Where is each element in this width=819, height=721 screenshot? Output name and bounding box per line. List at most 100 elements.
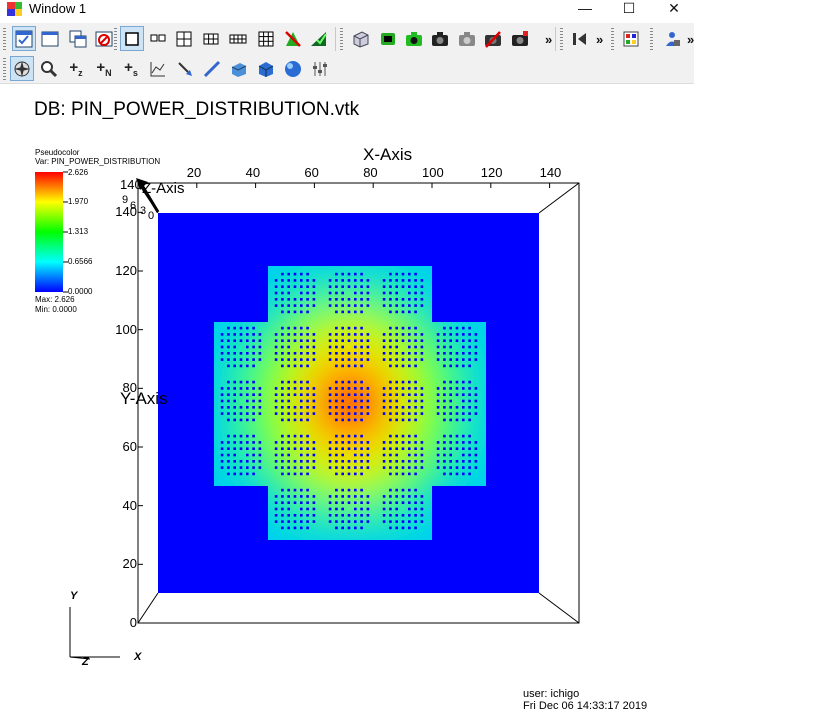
plus-z-button[interactable]: + z — [64, 56, 88, 81]
pick-point-icon — [175, 59, 195, 79]
database-title: DB: PIN_POWER_DISTRIBUTION.vtk — [34, 99, 360, 120]
close-button[interactable]: ✕ — [668, 0, 680, 16]
z-tick-label: 3 — [140, 205, 147, 217]
triad-y-label: Y — [70, 590, 78, 602]
camera-save-icon — [510, 29, 530, 49]
maximize-button[interactable]: ☐ — [622, 0, 636, 16]
line-probe-button[interactable] — [200, 56, 224, 81]
toolbar-grip — [3, 28, 6, 50]
legend-tick-label: 0.6566 — [68, 257, 93, 266]
lock-view-icon — [309, 29, 329, 49]
layout-3x3-icon — [256, 29, 276, 49]
visit-app-icon — [7, 2, 22, 16]
minimize-button[interactable]: — — [578, 0, 592, 16]
layout-1x2-icon — [148, 29, 168, 49]
y-tick-label: 140 — [115, 204, 137, 220]
zoom-magnifier-button[interactable] — [37, 56, 61, 81]
toolbar-grip — [114, 28, 117, 50]
camera-gray-button[interactable] — [455, 26, 479, 51]
lock-view-button[interactable] — [307, 26, 331, 51]
z-tick-label: 0 — [148, 210, 155, 222]
title-bar: Window 1 — ☐ ✕ — [0, 0, 819, 19]
legend-tick-label: 2.626 — [68, 168, 89, 177]
layout-1x2-button[interactable] — [146, 26, 170, 51]
y-tick-label: 60 — [122, 439, 137, 454]
reset-view-3d-button[interactable] — [348, 26, 372, 51]
toolbar-overflow-chevron[interactable]: » — [687, 32, 695, 47]
animation-back-button[interactable] — [568, 26, 592, 51]
legend-tick-label: 1.313 — [68, 227, 89, 236]
camera-green-icon — [404, 29, 424, 49]
layout-2x4-icon — [228, 29, 248, 49]
lineout-button[interactable] — [146, 56, 170, 81]
new-window-button[interactable] — [38, 26, 62, 51]
box-button[interactable] — [254, 56, 278, 81]
plus-z-icon: + z — [69, 58, 83, 78]
plane-icon — [229, 59, 249, 79]
layout-2x3-button[interactable] — [199, 26, 223, 51]
z-tick-label: 6 — [130, 200, 137, 212]
camera-disabled-button[interactable] — [481, 26, 505, 51]
toolbar-grip — [560, 28, 563, 50]
palette-button[interactable] — [619, 26, 643, 51]
y-tick-label: 100 — [115, 321, 137, 337]
x-tick-label: 100 — [422, 165, 444, 180]
plane-button[interactable] — [227, 56, 251, 81]
toolbar-separator — [335, 27, 336, 51]
clone-window-icon — [68, 29, 88, 49]
layout-1x1-icon — [122, 29, 142, 49]
camera-save-button[interactable] — [508, 26, 532, 51]
navigate-compass-icon — [12, 59, 32, 79]
spin-button[interactable] — [281, 26, 305, 51]
toolbar-overflow-chevron[interactable]: » — [596, 32, 604, 47]
layout-1x1-button[interactable] — [120, 26, 144, 51]
reset-view-3d-icon — [350, 29, 370, 49]
camera-green-button[interactable] — [402, 26, 426, 51]
toolbar-grip — [340, 28, 343, 50]
delete-window-button[interactable] — [92, 26, 116, 51]
layout-2x2-icon — [174, 29, 194, 49]
pick-point-button[interactable] — [173, 56, 197, 81]
animation-back-icon — [570, 29, 590, 49]
z-tick-label: 9 — [122, 194, 129, 206]
lineout-icon — [148, 59, 168, 79]
zoom-magnifier-icon — [39, 59, 59, 79]
x-tick-label: 20 — [186, 165, 202, 180]
legend-tick-label: 1.970 — [68, 197, 89, 206]
x-tick-label: 60 — [304, 165, 319, 180]
new-window-icon — [40, 29, 60, 49]
plus-s-button[interactable]: + s — [119, 56, 143, 81]
y-tick-label: 120 — [115, 263, 137, 278]
sliders-icon — [310, 59, 330, 79]
toolbar-separator — [555, 27, 556, 51]
legend-var-label: Var: PIN_POWER_DISTRIBUTION — [35, 157, 161, 166]
sphere-button[interactable] — [281, 56, 305, 81]
legend-color-bar — [35, 172, 63, 292]
layout-2x4-button[interactable] — [226, 26, 250, 51]
camera-icon — [430, 29, 450, 49]
layout-2x2-button[interactable] — [172, 26, 196, 51]
z-tick-label: 140 — [120, 177, 142, 192]
lock-person-button[interactable] — [660, 26, 684, 51]
y-tick-label: 20 — [122, 556, 137, 572]
window-title: Window 1 — [29, 1, 87, 16]
window-check-button[interactable] — [12, 26, 36, 51]
y-tick-label: 80 — [122, 380, 137, 396]
clone-window-button[interactable] — [66, 26, 90, 51]
plus-n-button[interactable]: + N — [92, 56, 116, 81]
plus-n-icon: + N — [96, 58, 112, 78]
toolbar-overflow-chevron[interactable]: » — [545, 32, 553, 47]
sliders-button[interactable] — [308, 56, 332, 81]
lock-person-icon — [662, 29, 682, 49]
z-axis-title: Z-Axis — [142, 180, 185, 197]
legend-tick-label: 0.0000 — [68, 287, 93, 296]
x-tick-label: 80 — [363, 165, 378, 180]
camera-button[interactable] — [428, 26, 452, 51]
x-axis-title: X-Axis — [363, 145, 413, 164]
window-check-icon — [14, 29, 34, 49]
footer-user: user: ichigo — [523, 688, 580, 700]
navigate-compass-button[interactable] — [10, 56, 34, 81]
layout-3x3-button[interactable] — [254, 26, 278, 51]
invert-background-button[interactable] — [376, 26, 400, 51]
